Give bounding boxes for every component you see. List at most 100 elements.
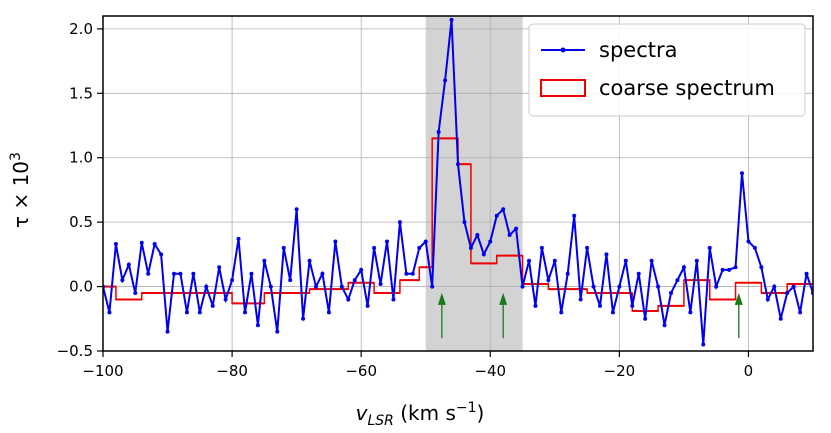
x-tick-label: −40 [474,362,506,380]
data-point [752,245,757,250]
x-axis-label: vLSR (km s−1) [356,400,485,429]
data-point [262,258,267,263]
data-point [191,271,196,276]
y-tick-label: 1.0 [69,149,93,167]
data-point [727,267,732,272]
data-point [488,239,493,244]
data-point [662,323,667,328]
data-point [707,245,712,250]
y-axis-label: τ × 103 [8,152,33,228]
data-point [688,310,693,315]
data-point [643,316,648,321]
data-point [307,258,312,263]
data-point [165,329,170,334]
legend-marker [560,47,566,53]
data-point [230,278,235,283]
data-point [126,262,131,267]
data-point [430,284,435,289]
data-point [107,310,112,315]
data-point [288,278,293,283]
data-point [223,297,228,302]
data-point [475,233,480,238]
data-point [397,220,402,225]
data-point [591,284,596,289]
data-point [746,239,751,244]
data-point [578,297,583,302]
data-point [501,207,506,212]
data-point [339,284,344,289]
plot-frame [102,15,814,352]
data-point [378,282,383,286]
data-point [559,310,564,315]
data-point [146,271,151,276]
data-point [546,278,551,283]
data-point [449,17,454,22]
y-tick-label: 0.0 [69,278,93,296]
arrow-head [734,292,743,305]
x-tick-label: −100 [82,362,123,380]
legend-label: spectra [599,38,677,62]
data-point [598,303,602,308]
data-point [617,284,622,289]
data-point [204,284,209,289]
data-point [468,245,473,250]
data-point [294,207,299,212]
y-tick-label: −0.5 [57,342,93,360]
data-point [255,323,260,328]
data-point [443,78,448,83]
data-point [610,310,615,315]
y-tick-label: 1.5 [69,84,93,102]
legend-label: coarse spectrum [599,76,775,100]
x-tick-label: −20 [604,362,636,380]
x-tick-label: −80 [216,362,248,380]
data-point [552,258,557,263]
data-point [456,162,460,167]
y-tick-label: 2.0 [69,20,93,38]
x-tick-label: 0 [744,362,754,380]
data-point [804,271,809,276]
data-point [152,242,157,247]
data-point [494,213,499,218]
arrow-head [437,292,446,305]
data-point [275,329,280,334]
data-point [249,271,254,276]
data-point [346,297,351,302]
arrow-head [499,292,508,305]
data-point [740,171,744,176]
data-point [636,271,641,276]
data-point [623,258,628,263]
data-point [184,310,189,315]
data-point [436,129,441,134]
data-point [281,245,286,250]
data-point [326,310,331,315]
data-point [372,245,377,250]
data-point [572,213,577,218]
data-point [120,278,125,283]
y-tick-label: 0.5 [69,213,93,231]
data-point [565,271,570,276]
data-point [675,278,680,283]
data-point [772,284,777,289]
data-point [217,265,222,270]
data-point [539,245,544,250]
data-point [320,271,325,276]
data-point [236,236,241,241]
data-point [520,284,525,289]
data-point [481,252,486,257]
data-point [359,267,364,272]
data-point [178,271,183,276]
data-point [243,310,247,315]
data-point [765,297,770,302]
data-point [210,303,215,308]
data-point [630,303,635,308]
data-point [759,265,764,270]
data-point [527,258,531,263]
data-point [701,342,706,347]
data-point [172,271,176,276]
data-point [798,310,803,315]
data-point [159,252,164,257]
data-point [720,267,725,272]
data-point [649,258,654,263]
x-tick-label: −60 [345,362,377,380]
data-point [669,291,673,296]
